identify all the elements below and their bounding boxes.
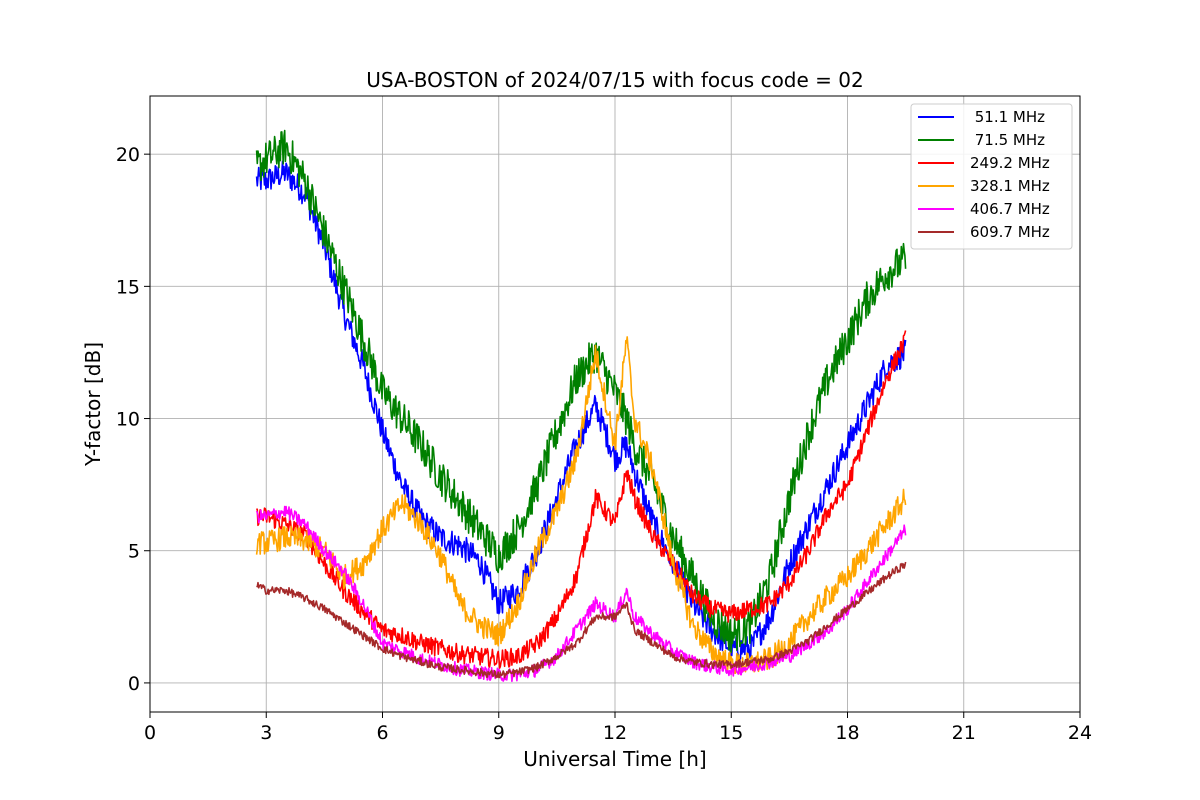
x-tick-label: 12 [603, 722, 627, 744]
legend-label: 71.5 MHz [970, 131, 1045, 149]
legend-label: 609.7 MHz [970, 223, 1050, 241]
x-tick-label: 0 [144, 722, 156, 744]
legend-label: 406.7 MHz [970, 200, 1050, 218]
x-tick-label: 15 [719, 722, 743, 744]
series-line [256, 561, 907, 679]
x-tick-label: 18 [835, 722, 859, 744]
y-tick-label: 5 [128, 541, 140, 563]
x-tick-label: 3 [260, 722, 272, 744]
y-tick-label: 0 [128, 673, 140, 695]
series-lines [255, 129, 907, 683]
x-axis-title: Universal Time [h] [523, 747, 706, 771]
series-line [255, 330, 907, 669]
chart-title: USA-BOSTON of 2024/07/15 with focus code… [366, 68, 863, 92]
x-tick-label: 9 [493, 722, 505, 744]
y-tick-label: 20 [116, 144, 140, 166]
x-tick-label: 24 [1068, 722, 1092, 744]
legend-label: 51.1 MHz [970, 108, 1045, 126]
y-tick-label: 10 [116, 409, 140, 431]
y-axis-title: Y-factor [dB] [81, 342, 105, 467]
legend-label: 249.2 MHz [970, 154, 1050, 172]
x-tick-label: 21 [952, 722, 976, 744]
legend: 51.1 MHz 71.5 MHz 249.2 MHz 328.1 MHz 406.7… [910, 103, 1073, 250]
y-tick-label: 15 [116, 276, 140, 298]
series-line [255, 129, 907, 654]
y-axis-ticks: 0 5 10 15 20 [116, 144, 150, 695]
x-axis-ticks: 0 3 6 9 12 15 18 21 24 [144, 712, 1092, 744]
x-tick-label: 6 [376, 722, 388, 744]
series-line [255, 336, 907, 675]
legend-label: 328.1 MHz [970, 177, 1050, 195]
